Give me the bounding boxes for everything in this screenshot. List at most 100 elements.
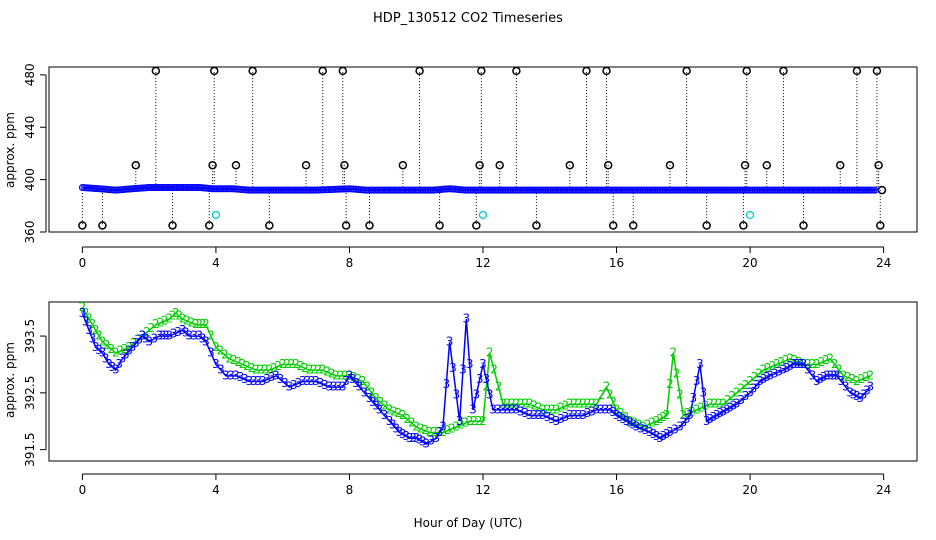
series-2-marker: 2	[130, 336, 138, 350]
x-axis-label: Hour of Day (UTC)	[414, 516, 523, 530]
series-3-marker: 3	[517, 404, 525, 418]
series-3-marker: 3	[730, 399, 738, 413]
series-3-marker: 3	[162, 329, 170, 343]
top-y-tick-label: 400	[23, 168, 37, 191]
series-2-marker: 2	[575, 397, 583, 411]
series-2-marker: 2	[319, 363, 327, 377]
series-2-marker: 2	[715, 397, 723, 411]
series-3-marker: 3	[346, 368, 354, 382]
series-2-marker: 2	[430, 425, 438, 439]
series-3-marker: 3	[259, 374, 267, 388]
series-3-marker: 3	[703, 414, 711, 428]
series-2-marker: 2	[239, 357, 247, 371]
series-2-marker: 2	[337, 368, 345, 382]
bottom-x-tick-label: 16	[609, 483, 624, 497]
series-2-marker: 2	[676, 387, 684, 401]
series-3-marker: 3	[95, 343, 103, 357]
series-3-marker: 3	[165, 329, 173, 343]
series-2-line	[81, 307, 871, 434]
series-3-marker: 3	[753, 378, 761, 392]
spike-point	[301, 160, 311, 170]
series-2-marker: 2	[755, 366, 763, 380]
series-3-marker: 3	[820, 370, 828, 384]
series-2-marker: 2	[252, 363, 260, 377]
series-2-marker: 2	[513, 397, 521, 411]
series-3-marker: 3	[105, 357, 113, 371]
series-2-marker: 2	[588, 397, 596, 411]
series-3-marker: 3	[199, 331, 207, 345]
series-3-marker: 3	[369, 395, 377, 409]
series-3-marker: 3	[321, 378, 329, 392]
series-3-marker: 3	[459, 363, 467, 377]
series-3-marker: 3	[649, 427, 657, 441]
series-2-marker: 2	[795, 355, 803, 369]
series-3-marker: 3	[272, 368, 280, 382]
series-3-marker: 3	[790, 357, 798, 371]
series-3-marker: 3	[850, 387, 858, 401]
spike-point	[602, 66, 611, 76]
series-2-marker: 2	[372, 391, 380, 405]
spike-point	[872, 66, 882, 76]
series-3-marker: 3	[92, 340, 100, 354]
series-3-marker: 3	[710, 410, 718, 424]
series-2-marker: 2	[609, 395, 617, 409]
spike-point	[415, 66, 424, 76]
series-3-marker: 3	[690, 391, 698, 405]
bottom-y-axis-label: approx. ppm	[3, 342, 17, 418]
series-3-marker: 3	[706, 412, 714, 426]
series-2-marker: 2	[212, 340, 220, 354]
series-2-marker: 2	[733, 385, 741, 399]
series-2-marker: 2	[479, 414, 487, 428]
series-2-marker: 2	[426, 425, 434, 439]
spike-point	[565, 160, 575, 170]
series-2-marker: 2	[706, 397, 714, 411]
spike-point	[210, 66, 219, 76]
series-2-marker: 2	[653, 414, 661, 428]
series-3-marker: 3	[290, 378, 298, 392]
series-3-marker: 3	[190, 329, 198, 343]
series-3-marker: 3	[361, 385, 369, 399]
series-3-marker: 3	[392, 421, 400, 435]
series-3-marker: 3	[613, 408, 621, 422]
series-2-marker: 2	[693, 402, 701, 416]
spike-point	[742, 66, 751, 76]
series-3-marker: 3	[439, 419, 447, 433]
series-2-marker: 2	[593, 397, 601, 411]
series-3-marker: 3	[746, 385, 754, 399]
series-3-marker: 3	[521, 406, 529, 420]
series-3-marker: 3	[579, 408, 587, 422]
series-3-marker: 3	[679, 416, 687, 430]
series-2-marker: 2	[684, 406, 692, 420]
series-3-marker: 3	[142, 331, 150, 345]
series-2-marker: 2	[517, 397, 525, 411]
series-2-marker: 2	[720, 397, 728, 411]
series-3-marker: 3	[185, 329, 193, 343]
series-3-marker: 3	[863, 383, 871, 397]
series-3-marker: 3	[202, 334, 210, 348]
series-3-marker: 3	[476, 372, 484, 386]
series-2-marker: 2	[809, 357, 817, 371]
series-2-marker: 2	[207, 329, 215, 343]
spike-point	[231, 160, 241, 170]
series-2-marker: 2	[622, 410, 630, 424]
series-3-marker: 3	[254, 374, 262, 388]
series-3-marker: 3	[494, 402, 502, 416]
cyan-point	[211, 210, 221, 220]
series-3-marker: 3	[588, 404, 596, 418]
series-2-marker: 2	[292, 357, 300, 371]
top-x-tick-label: 0	[79, 256, 87, 270]
bottom-x-tick-label: 0	[79, 483, 87, 497]
spike-point	[799, 221, 808, 230]
series-2-marker: 2	[486, 346, 494, 360]
series-3-marker: 3	[508, 402, 516, 416]
series-3-marker: 3	[469, 402, 477, 416]
top-x-tick-label: 8	[346, 256, 354, 270]
series-2-marker: 2	[301, 361, 309, 375]
series-2-marker: 2	[143, 325, 151, 339]
series-2-marker: 2	[817, 355, 825, 369]
series-3-marker: 3	[339, 380, 347, 394]
series-2-marker: 2	[813, 357, 821, 371]
series-3-marker: 3	[780, 363, 788, 377]
series-3-marker: 3	[683, 412, 691, 426]
series-3-marker: 3	[409, 431, 417, 445]
